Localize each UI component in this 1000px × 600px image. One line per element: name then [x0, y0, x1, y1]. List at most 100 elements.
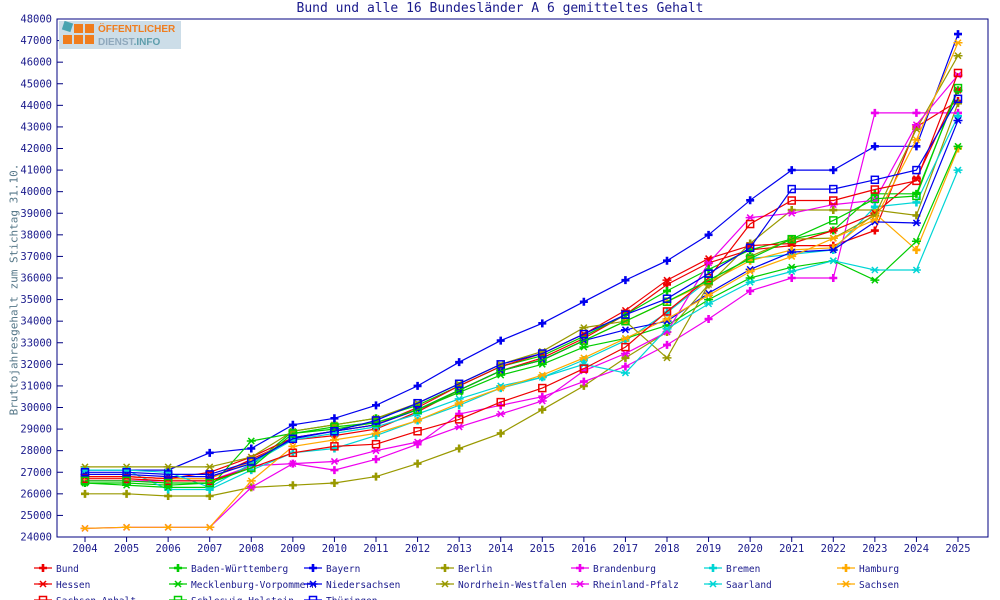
star-marker-icon [837, 580, 855, 588]
x-tick-label: 2017 [613, 543, 638, 555]
legend-label: Hessen [56, 580, 91, 591]
series-Mecklenburg-Vorpommern [80, 142, 963, 491]
x-tick-label: 2011 [363, 543, 388, 555]
legend-item-Thüringen: Thüringen [303, 589, 377, 600]
legend-item-Bayern: Bayern [303, 557, 360, 575]
legend-label: Saarland [726, 580, 772, 591]
logo-line2-info: .INFO [133, 37, 161, 48]
series-Brandenburg [81, 108, 962, 485]
legend-label: Mecklenburg-Vorpommern [191, 580, 317, 591]
y-tick-label: 25000 [20, 510, 52, 522]
series-Bund [81, 97, 962, 483]
y-tick-label: 48000 [20, 14, 52, 26]
x-tick-label: 2018 [654, 543, 679, 555]
y-tick-label: 44000 [20, 100, 52, 112]
logo-line2-dienst: DIENST [98, 37, 134, 48]
logo-text: ÖFFENTLICHER DIENST.INFO [98, 22, 175, 48]
legend-label: Sachsen [859, 580, 900, 591]
legend-item-Hamburg: Hamburg [836, 557, 899, 575]
site-logo: ÖFFENTLICHER DIENST.INFO [59, 20, 181, 49]
x-tick-label: 2004 [72, 543, 97, 555]
y-tick-label: 33000 [20, 337, 52, 349]
y-tick-label: 41000 [20, 165, 52, 177]
square-marker-icon [169, 595, 187, 600]
plus-marker-icon [304, 564, 322, 572]
x-tick-label: 2023 [862, 543, 887, 555]
legend-label: Bund [56, 564, 79, 575]
legend-item-Niedersachsen: Niedersachsen [303, 573, 400, 591]
y-tick-label: 31000 [20, 380, 52, 392]
square-marker-icon [34, 595, 52, 600]
y-axis: 24000 25000 26000 27000 28000 29000 30000 31000… [20, 14, 63, 544]
x-tick-label: 2005 [114, 543, 139, 555]
legend-label: Sachsen-Anhalt [56, 596, 136, 600]
x-tick-label: 2008 [239, 543, 264, 555]
legend-item-Bund: Bund [33, 557, 79, 575]
y-tick-label: 24000 [20, 532, 52, 544]
square-marker-icon [304, 595, 322, 600]
y-tick-label: 37000 [20, 251, 52, 263]
x-tick-label: 2010 [322, 543, 347, 555]
plus-marker-icon [837, 564, 855, 572]
y-tick-label: 40000 [20, 186, 52, 198]
y-tick-label: 43000 [20, 121, 52, 133]
legend-item-Bremen: Bremen [703, 557, 760, 575]
star-marker-icon [169, 580, 187, 588]
legend-item-Hessen: Hessen [33, 573, 90, 591]
y-tick-label: 32000 [20, 359, 52, 371]
series-Baden-Württemberg [81, 86, 962, 490]
y-tick-label: 42000 [20, 143, 52, 155]
series-Thüringen [80, 94, 963, 479]
plus-marker-icon [571, 564, 589, 572]
x-tick-label: 2021 [779, 543, 804, 555]
legend-label: Baden-Württemberg [191, 564, 289, 575]
star-marker-icon [571, 580, 589, 588]
legend-item-Brandenburg: Brandenburg [570, 557, 656, 575]
y-tick-label: 26000 [20, 488, 52, 500]
star-marker-icon [34, 580, 52, 588]
legend-item-Nordrhein-Westfalen: Nordrhein-Westfalen [435, 573, 567, 591]
legend-item-Sachsen: Sachsen [836, 573, 899, 591]
star-marker-icon [304, 580, 322, 588]
star-marker-icon [436, 580, 454, 588]
legend-label: Hamburg [859, 564, 900, 575]
legend-item-Schleswig-Holstein: Schleswig-Holstein [168, 589, 294, 600]
y-tick-label: 36000 [20, 273, 52, 285]
plot-frame [56, 18, 989, 538]
x-tick-label: 2016 [571, 543, 596, 555]
y-tick-label: 29000 [20, 424, 52, 436]
y-tick-label: 39000 [20, 208, 52, 220]
legend-item-Sachsen-Anhalt: Sachsen-Anhalt [33, 589, 136, 600]
chart-title: Bund und alle 16 Bundesländer A 6 gemitt… [296, 1, 704, 16]
x-tick-label: 2015 [530, 543, 555, 555]
star-marker-icon [704, 580, 722, 588]
plus-marker-icon [34, 564, 52, 572]
legend-label: Bayern [326, 564, 361, 575]
series-Berlin [81, 99, 962, 500]
legend-label: Niedersachsen [326, 580, 401, 591]
legend-item-Rheinland-Pfalz: Rheinland-Pfalz [570, 573, 679, 591]
legend-label: Brandenburg [593, 564, 656, 575]
y-tick-label: 38000 [20, 229, 52, 241]
series-Rheinland-Pfalz [80, 71, 963, 532]
y-tick-label: 28000 [20, 445, 52, 457]
y-tick-label: 30000 [20, 402, 52, 414]
legend-item-Mecklenburg-Vorpommern: Mecklenburg-Vorpommern [168, 573, 317, 591]
legend-item-Saarland: Saarland [703, 573, 772, 591]
y-tick-label: 46000 [20, 57, 52, 69]
legend-label: Nordrhein-Westfalen [458, 580, 567, 591]
series-Sachsen [80, 39, 963, 532]
legend-label: Thüringen [326, 596, 377, 600]
legend-label: Schleswig-Holstein [191, 596, 294, 600]
plus-marker-icon [169, 564, 187, 572]
series-Niedersachsen [80, 116, 963, 481]
series-Schleswig-Holstein [80, 83, 963, 488]
legend-item-Baden-Württemberg: Baden-Württemberg [168, 557, 288, 575]
x-tick-label: 2024 [904, 543, 929, 555]
plus-marker-icon [704, 564, 722, 572]
x-tick-label: 2020 [737, 543, 762, 555]
x-tick-label: 2006 [155, 543, 180, 555]
x-tick-label: 2022 [821, 543, 846, 555]
